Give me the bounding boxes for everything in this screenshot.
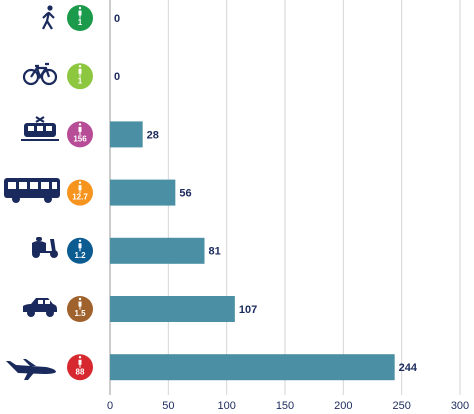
tram-icon (21, 116, 59, 141)
bike-icon (22, 62, 58, 86)
value-label: 107 (239, 304, 257, 316)
scooter-icon (32, 237, 58, 258)
value-label: 0 (114, 13, 120, 25)
value-label: 28 (147, 129, 159, 141)
badge-label: 156 (73, 135, 87, 144)
walk-icon (42, 5, 55, 30)
badge-label: 1.2 (74, 251, 86, 260)
x-tick-label: 0 (107, 400, 113, 412)
bar (110, 354, 395, 381)
car-icon (23, 298, 57, 317)
badge-label: 1 (78, 76, 83, 85)
badge-person (78, 123, 82, 135)
badge-person (78, 181, 82, 194)
badge-person (78, 239, 82, 252)
badge-person (78, 64, 82, 77)
plane-icon (6, 359, 56, 380)
value-label: 0 (114, 71, 120, 83)
value-label: 244 (399, 362, 418, 374)
badge-label: 12.7 (72, 193, 88, 202)
x-tick-label: 150 (276, 400, 294, 412)
bar (110, 296, 235, 322)
x-tick-label: 250 (392, 400, 410, 412)
x-tick-label: 300 (451, 400, 469, 412)
badge-label: 1.5 (74, 309, 86, 318)
icons (4, 5, 60, 380)
badge-person (78, 6, 82, 19)
value-label: 81 (209, 246, 221, 258)
x-tick-label: 100 (217, 400, 235, 412)
bar (110, 121, 143, 148)
bar (110, 179, 176, 206)
badge-label: 88 (76, 367, 85, 376)
x-tick-label: 200 (334, 400, 352, 412)
value-label: 56 (179, 188, 191, 200)
bar (110, 237, 205, 264)
x-tick-label: 50 (162, 400, 174, 412)
badge-person (78, 297, 82, 310)
badge-person (78, 356, 82, 368)
badge-label: 1 (78, 18, 83, 27)
bus-icon (4, 178, 60, 203)
